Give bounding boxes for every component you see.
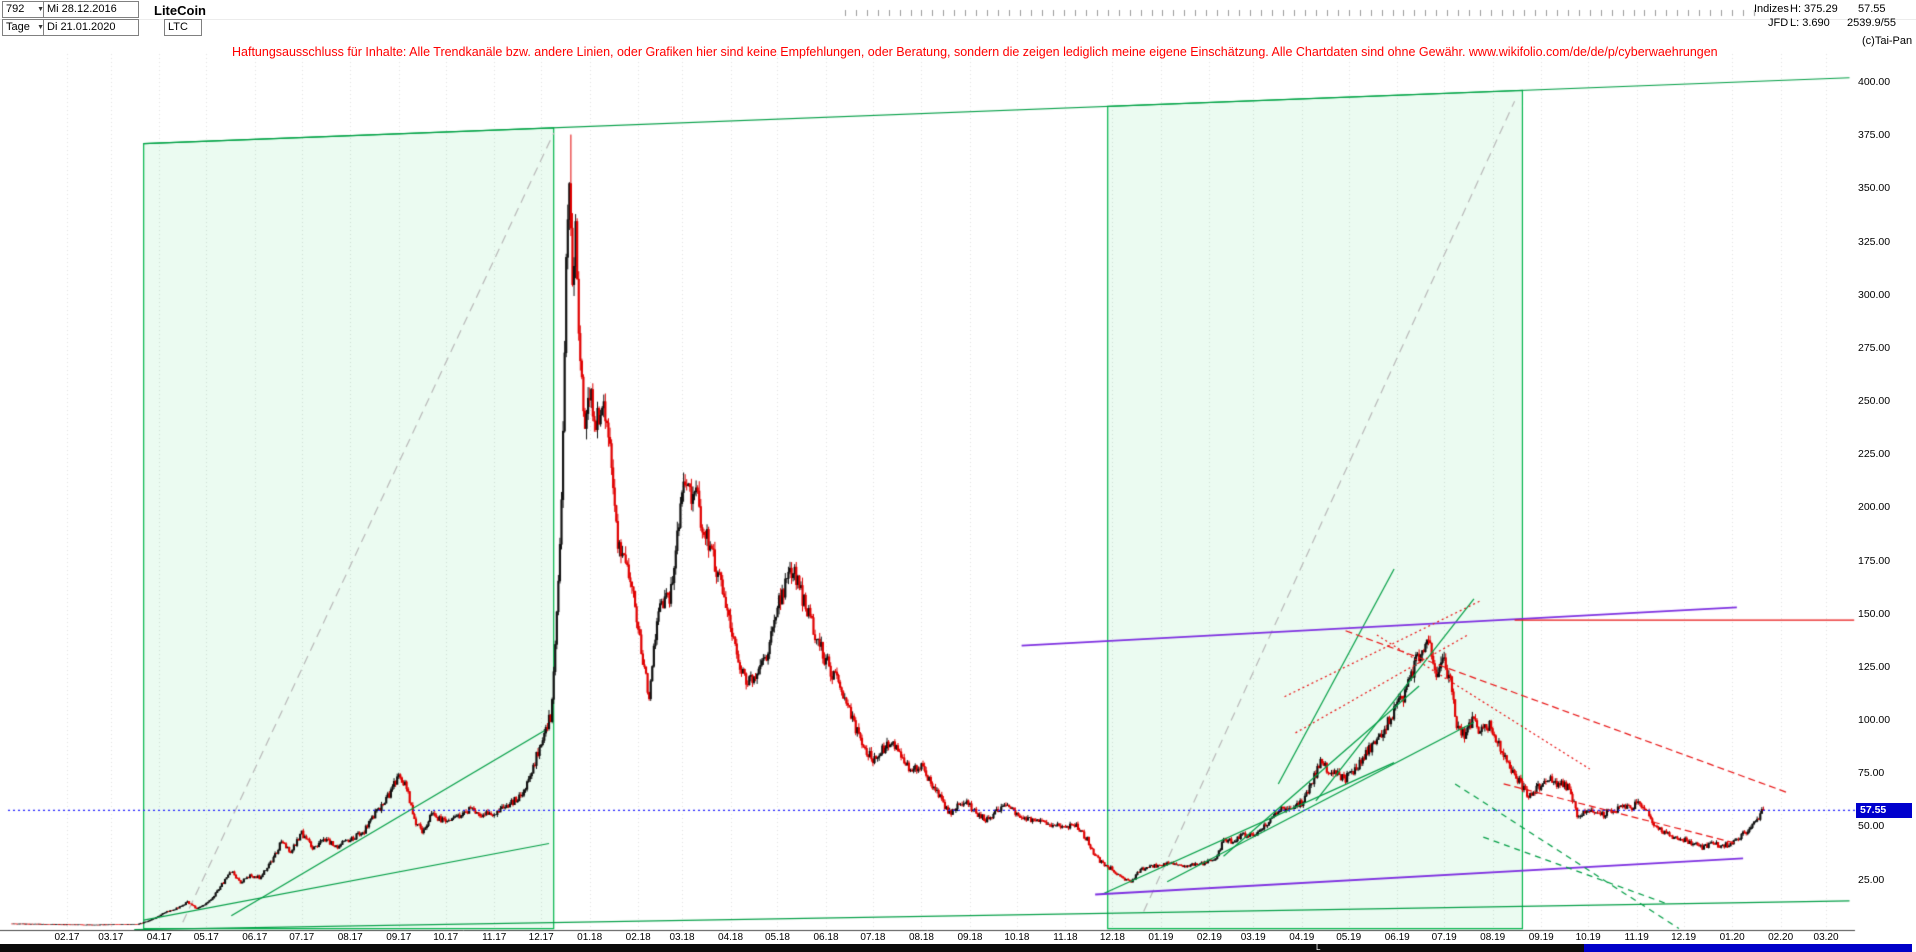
x-axis-label: 04.18: [718, 932, 744, 943]
scrollbar-track[interactable]: [0, 944, 1584, 952]
price-marker-badge: 57.55: [1856, 802, 1912, 818]
x-axis-label: 05.19: [1336, 932, 1362, 943]
x-axis-label: 11.17: [482, 932, 507, 943]
x-axis-label: 12.18: [1099, 932, 1125, 943]
x-axis-label: 11.18: [1053, 932, 1078, 943]
volume-label: 2539.9/55: [1847, 17, 1896, 29]
x-axis-label: 07.17: [289, 932, 315, 943]
symbol-field[interactable]: LTC: [164, 19, 202, 36]
x-axis-label: 03.20: [1813, 932, 1839, 943]
x-axis-label: 03.17: [98, 932, 124, 943]
x-axis-label: 06.19: [1384, 932, 1410, 943]
last-price-label: 57.55: [1858, 3, 1886, 15]
time-axis: 02.17 03.17 04.17 05.17 06.17 07.17 08.17 09.17…: [0, 932, 1916, 944]
x-axis-label: 06.18: [813, 932, 839, 943]
x-axis-label: 07.19: [1431, 932, 1457, 943]
end-date-value: Di 21.01.2020: [47, 21, 116, 33]
x-axis-label: 02.17: [54, 932, 80, 943]
x-axis-label: 04.19: [1289, 932, 1315, 943]
x-axis-label: 11.19: [1624, 932, 1649, 943]
x-axis-label: 04.17: [146, 932, 172, 943]
x-axis-label: 12.19: [1671, 932, 1697, 943]
provider-label: JFD: [1768, 17, 1789, 29]
x-axis-label: 07.18: [860, 932, 886, 943]
header-divider: [0, 19, 1916, 20]
timeframe-value: Tage: [6, 21, 30, 33]
bars-count-value: 792: [6, 3, 25, 15]
caret-down-icon: ▼: [37, 24, 44, 31]
x-axis-label: 01.19: [1148, 932, 1174, 943]
copyright-label: (c)Tai-Pan: [1862, 35, 1913, 47]
x-axis-label: 12.17: [528, 932, 554, 943]
x-axis-label: 02.19: [1196, 932, 1222, 943]
x-axis-label: 10.17: [433, 932, 459, 943]
bars-count-dropdown[interactable]: 792 ▼: [2, 1, 48, 18]
x-axis-label: 05.18: [764, 932, 790, 943]
disclaimer-text: Haftungsausschluss für Inhalte: Alle Tre…: [232, 45, 1718, 59]
x-axis-label: 09.19: [1528, 932, 1554, 943]
x-axis-label: 01.20: [1719, 932, 1745, 943]
x-axis-label: 02.20: [1768, 932, 1794, 943]
x-axis-label: 08.17: [337, 932, 363, 943]
timeframe-dropdown[interactable]: Tage ▼: [2, 19, 48, 36]
scrollbar-marker-label: L: [1316, 943, 1321, 952]
x-axis-label: 10.19: [1575, 932, 1601, 943]
x-axis-label: 02.18: [625, 932, 651, 943]
x-axis-label: 06.17: [242, 932, 268, 943]
instrument-title: LiteCoin: [154, 3, 206, 18]
x-axis-label: 03.18: [669, 932, 695, 943]
end-date-field[interactable]: Di 21.01.2020: [43, 19, 139, 36]
x-axis-label: 03.19: [1240, 932, 1266, 943]
x-axis-label: 01.18: [577, 932, 603, 943]
x-axis-label: 05.17: [193, 932, 219, 943]
x-axis-label: 09.17: [386, 932, 412, 943]
start-date-field[interactable]: Mi 28.12.2016: [43, 1, 139, 18]
x-axis-label: 08.18: [908, 932, 934, 943]
start-date-value: Mi 28.12.2016: [47, 3, 117, 15]
category-label: Indizes: [1754, 3, 1789, 15]
x-axis-label: 09.18: [957, 932, 983, 943]
symbol-value: LTC: [168, 21, 188, 33]
x-axis-label: 10.18: [1004, 932, 1030, 943]
low-label: L: 3.690: [1790, 17, 1830, 29]
x-axis-label: 08.19: [1480, 932, 1506, 943]
high-label: H: 375.29: [1790, 3, 1838, 15]
caret-down-icon: ▼: [37, 6, 44, 13]
scrollbar-thumb[interactable]: [1584, 944, 1912, 952]
